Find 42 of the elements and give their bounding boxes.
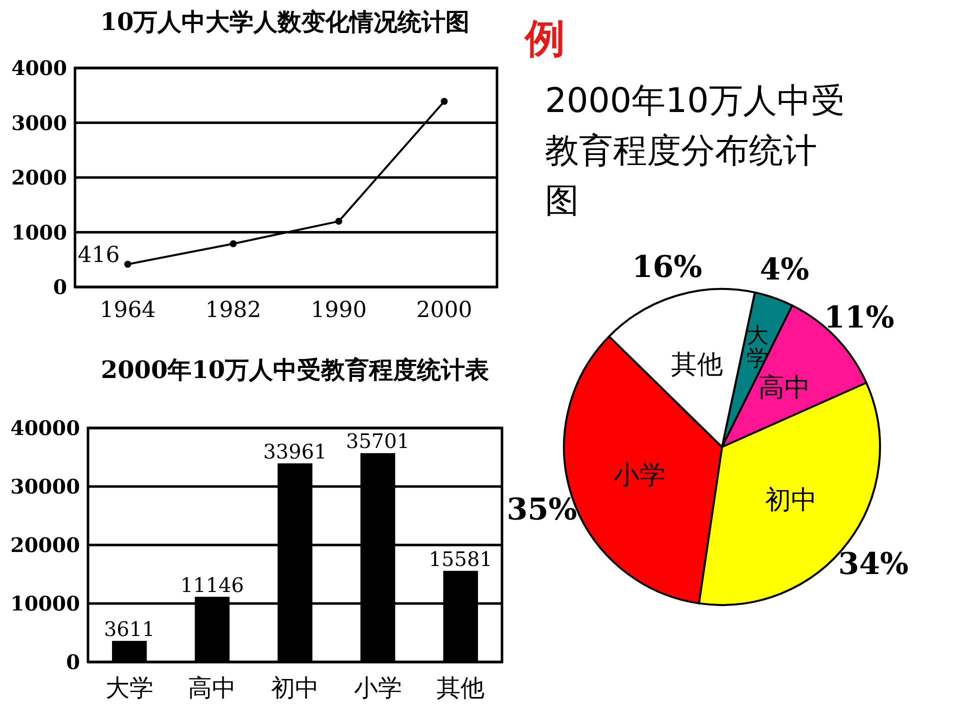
- y-tick-label: 40000: [10, 416, 80, 440]
- y-tick-label: 2000: [11, 166, 67, 190]
- x-tick-label: 其他: [436, 674, 485, 702]
- y-tick-label: 10000: [10, 592, 80, 616]
- slice-label: 其他: [670, 350, 723, 380]
- x-tick-label: 1964: [100, 298, 156, 323]
- y-tick-label: 0: [53, 275, 67, 299]
- y-tick-label: 20000: [10, 533, 80, 557]
- data-label: 34%: [838, 546, 908, 582]
- data-label: 35%: [506, 492, 578, 528]
- chart-title: 10万人中大学人数变化情况统计图: [100, 7, 470, 36]
- slice-label: 小学: [614, 460, 666, 491]
- data-label: 11%: [824, 300, 894, 336]
- chart-title: 2000年10万人中受教育程度分布统计图: [545, 81, 845, 221]
- x-tick-label: 大学: [105, 674, 154, 702]
- data-label: 33961: [263, 439, 327, 464]
- data-label: 15581: [428, 546, 492, 571]
- y-tick-label: 3000: [11, 110, 67, 135]
- text: 例: [523, 16, 565, 62]
- point: [440, 98, 448, 105]
- x-tick-label: 高中: [188, 674, 236, 702]
- data-label: 3611: [104, 616, 155, 641]
- data-label: 416: [78, 243, 120, 268]
- chart-title: 2000年10万人中受教育程度统计表: [100, 355, 490, 384]
- point: [230, 240, 237, 248]
- x-tick-label: 初中: [271, 674, 319, 702]
- data-label: 16%: [632, 250, 702, 286]
- point: [335, 218, 342, 225]
- data-label: 4%: [760, 252, 810, 288]
- x-tick-label: 2000: [416, 298, 472, 323]
- x-tick-label: 小学: [354, 674, 402, 702]
- y-tick-label: 1000: [11, 220, 67, 244]
- slice-label: 初中: [765, 486, 818, 516]
- data-label: 35701: [346, 429, 410, 454]
- y-tick-label: 0: [66, 650, 80, 674]
- y-tick-label: 30000: [10, 474, 80, 498]
- x-tick-label: 1982: [205, 298, 262, 323]
- x-tick-label: 1990: [310, 298, 367, 323]
- point: [124, 260, 132, 268]
- slice-label: 高中: [758, 372, 811, 403]
- y-tick-label: 4000: [11, 56, 67, 80]
- data-label: 11146: [180, 572, 244, 597]
